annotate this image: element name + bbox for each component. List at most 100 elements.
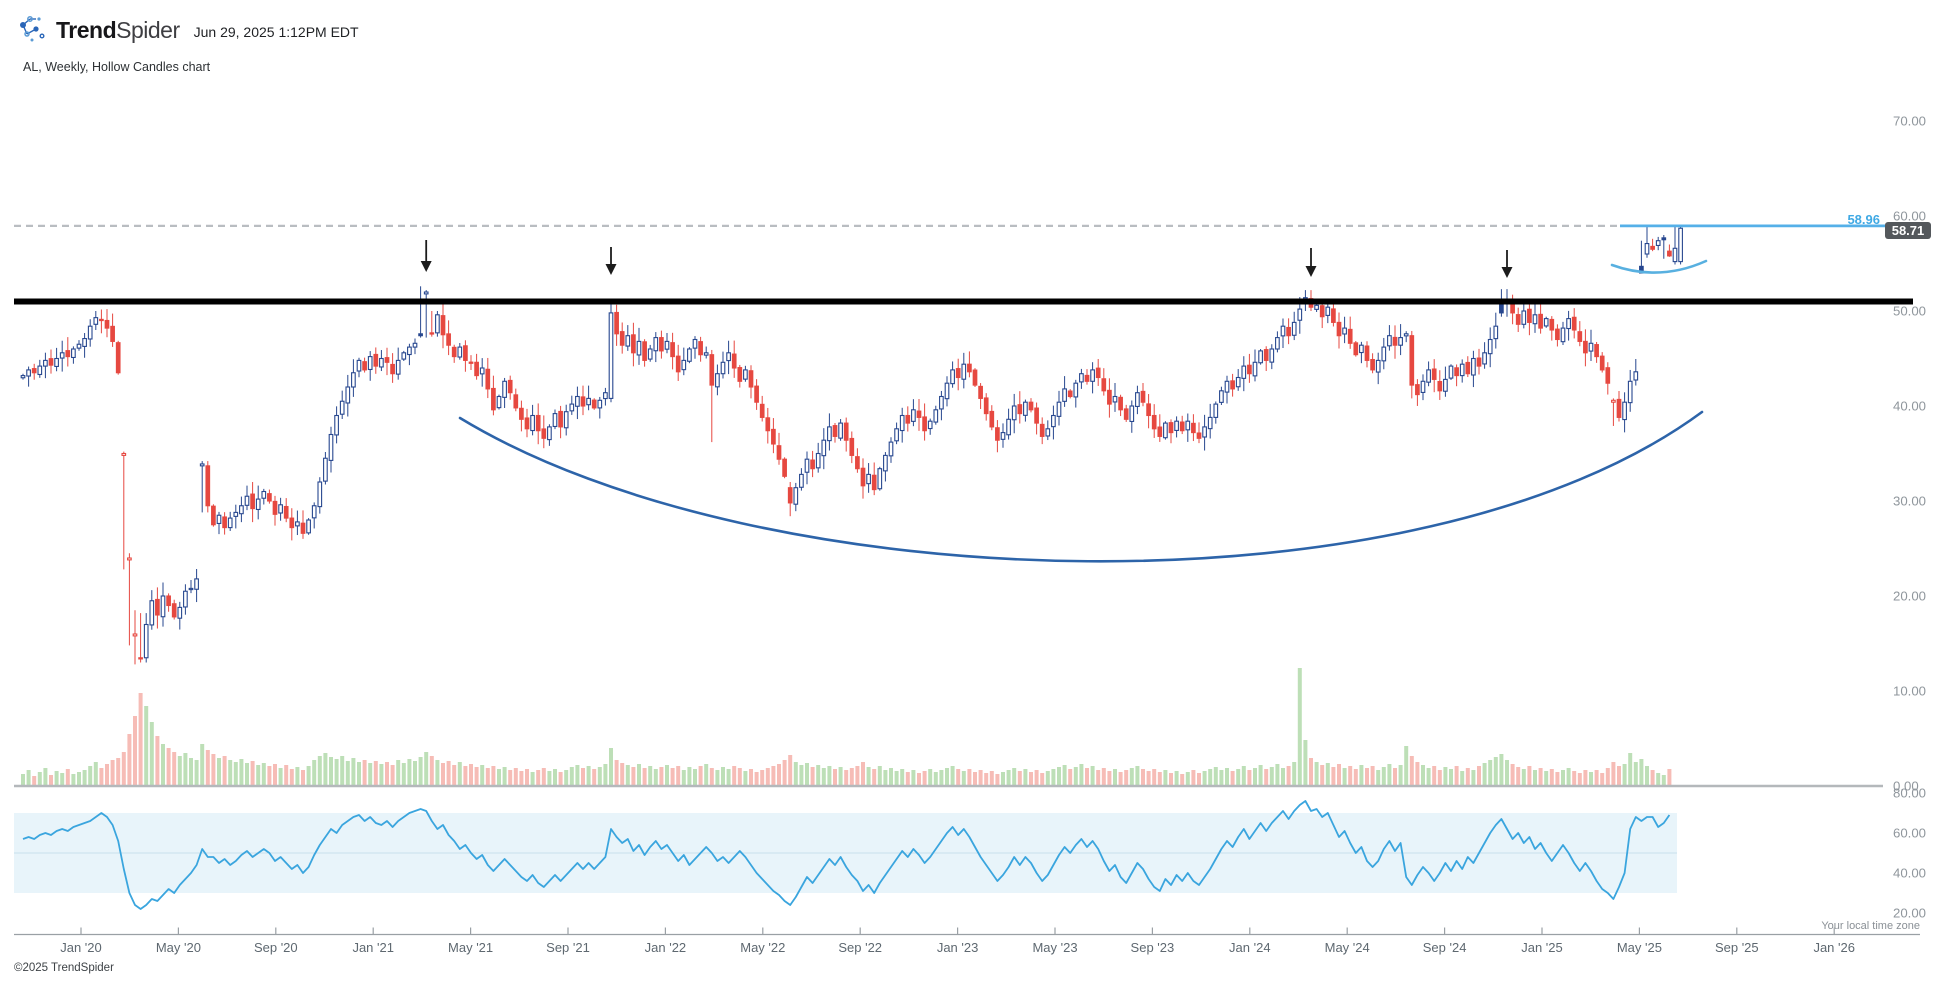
candle-body (244, 495, 250, 506)
candle-body (1151, 414, 1157, 430)
volume-bar (653, 769, 658, 786)
volume-bar (861, 762, 865, 786)
candle-body (1252, 361, 1258, 377)
candle-body (1067, 390, 1073, 398)
volume-bar (849, 768, 854, 786)
candle-body (1454, 367, 1459, 377)
volume-bar (1208, 769, 1213, 786)
volume-bar (446, 761, 451, 786)
volume-bar (1225, 768, 1229, 786)
candle-body (1045, 428, 1051, 437)
timezone-note[interactable]: Your local time zone (1821, 920, 1920, 932)
candle-body (407, 346, 412, 356)
volume-bar (777, 764, 781, 786)
volume-bar (1661, 775, 1666, 786)
candle-body (1095, 367, 1101, 379)
candle-body (1594, 344, 1599, 358)
trendspider-logo-icon (20, 16, 45, 42)
price-axis-label: 10.00 (1893, 684, 1926, 699)
volume-bar (1645, 766, 1649, 786)
candle-body (138, 657, 143, 660)
candle-body (765, 417, 771, 432)
volume-bar (1493, 757, 1498, 786)
candle-body (1090, 369, 1095, 382)
volume-bar (1129, 768, 1134, 786)
volume-bar (1012, 768, 1017, 786)
volume-bar (637, 764, 641, 786)
candle-body (519, 407, 524, 420)
volume-bar (469, 764, 473, 786)
volume-bar (508, 770, 513, 786)
volume-bar (620, 763, 625, 786)
volume-bar (1185, 772, 1190, 786)
candle-body (31, 368, 37, 374)
candle-body (541, 428, 547, 439)
volume-bar (407, 759, 412, 786)
candle-body (793, 487, 799, 505)
candle-body (1224, 380, 1230, 393)
volume-bar (575, 765, 580, 786)
candle-body (306, 519, 311, 534)
volume-bar (1443, 767, 1448, 786)
candle-body (1342, 327, 1347, 335)
volume-bar (1213, 767, 1218, 786)
volume-bar (1023, 769, 1028, 786)
candle-body (166, 595, 171, 607)
price-axis-label: 40.00 (1893, 399, 1926, 414)
volume-bar (340, 756, 345, 786)
candle-body (339, 400, 345, 415)
volume-bar (205, 750, 210, 786)
volume-bar (65, 769, 70, 786)
volume-bar (1107, 771, 1112, 786)
candle-body (26, 369, 31, 377)
volume-bar (614, 760, 619, 786)
volume-bar (1583, 770, 1588, 786)
volume-bar (161, 744, 165, 786)
candle-body (1605, 367, 1611, 384)
volume-bar (1617, 766, 1621, 786)
volume-bar (1124, 770, 1129, 786)
volume-bar (1090, 766, 1095, 786)
volume-bar (1040, 773, 1045, 786)
volume-bar (329, 757, 333, 786)
header: TrendSpider Jun 29, 2025 1:12PM EDT (16, 14, 359, 46)
candle-body (149, 600, 155, 626)
rsi-axis-label: 80.00 (1893, 786, 1926, 801)
candle-body (1437, 381, 1443, 392)
volume-bar (536, 770, 541, 786)
volume-bar (1101, 768, 1106, 786)
candle-body (1135, 392, 1140, 407)
volume-bar (133, 716, 137, 786)
volume-bar (855, 766, 860, 786)
volume-bar (1320, 765, 1325, 786)
candle-body (188, 587, 194, 591)
volume-bar (665, 765, 669, 786)
volume-bar (928, 769, 933, 786)
candle-body (356, 359, 362, 372)
volume-bar (961, 771, 966, 786)
candle-body (155, 598, 160, 616)
volume-bar (765, 768, 770, 786)
volume-bar (1572, 771, 1577, 786)
time-axis-label: Jan '24 (1229, 940, 1271, 955)
time-axis-label: May '23 (1032, 940, 1077, 955)
candle-body (1599, 355, 1605, 371)
volume-bar (771, 766, 776, 786)
candle-body (569, 403, 575, 412)
volume-bar (687, 767, 692, 786)
volume-bar (1633, 762, 1638, 786)
volume-bar (1516, 767, 1521, 786)
volume-bar (541, 768, 546, 786)
volume-bar (547, 771, 552, 786)
candle-body (1331, 308, 1336, 323)
volume-bar (116, 758, 121, 786)
volume-bar (900, 769, 905, 786)
volume-bar (659, 767, 664, 786)
volume-bar (1141, 769, 1145, 786)
volume-bar (1303, 740, 1308, 786)
candle-body (967, 363, 972, 373)
volume-bar (362, 760, 367, 786)
candle-body (1291, 321, 1297, 336)
volume-bar (799, 765, 804, 786)
